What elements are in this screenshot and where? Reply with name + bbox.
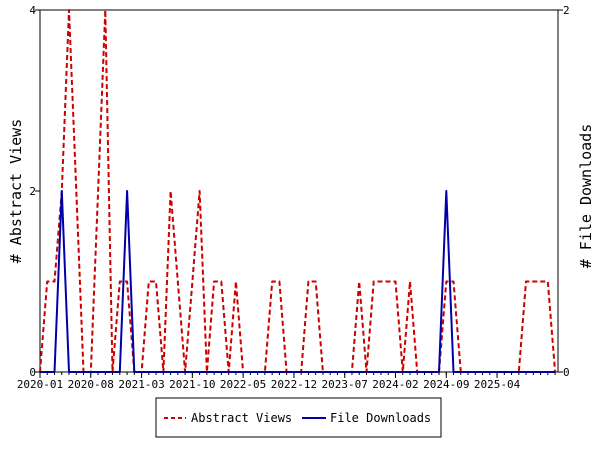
series-layer [39, 9, 557, 373]
y-left-tick-label: 2 [29, 185, 36, 198]
legend-label-abstract-views: Abstract Views [191, 411, 292, 425]
y-axis-left: 0 2 4 [29, 4, 40, 379]
y-left-tick-label: 0 [29, 366, 36, 379]
y-axis-right-title: # File Downloads [577, 124, 595, 269]
y-right-tick-label: 0 [563, 366, 570, 379]
y-axis-right: 02 [558, 4, 570, 379]
x-tick-label: 2021-03 [118, 378, 164, 391]
x-tick-label: 2025-04 [474, 378, 521, 391]
x-tick-label: 2024-09 [423, 378, 469, 391]
y-left-tick-label: 4 [29, 4, 36, 17]
series-line-file-downloads [40, 190, 556, 373]
x-tick-label: 2024-02 [372, 378, 418, 391]
x-tick-label: 2020-01 [17, 378, 63, 391]
x-tick-label: 2021-10 [169, 378, 215, 391]
x-tick-label: 2023-07 [322, 378, 368, 391]
x-tick-label: 2022-05 [220, 378, 266, 391]
x-tick-label: 2022-12 [271, 378, 317, 391]
legend-box [155, 397, 442, 438]
y-axis-left-title: # Abstract Views [7, 119, 25, 264]
x-tick-label: 2020-08 [68, 378, 114, 391]
plot-area [39, 9, 559, 373]
legend-label-file-downloads: File Downloads [330, 411, 431, 425]
series-line-abstract-views [39, 9, 557, 373]
y-right-tick-label: 2 [563, 4, 570, 17]
legend: Abstract Views File Downloads [155, 397, 442, 438]
x-axis: 2020-01 2020-08 2021-03 2021-10 2022-05 2022-… [17, 372, 556, 391]
